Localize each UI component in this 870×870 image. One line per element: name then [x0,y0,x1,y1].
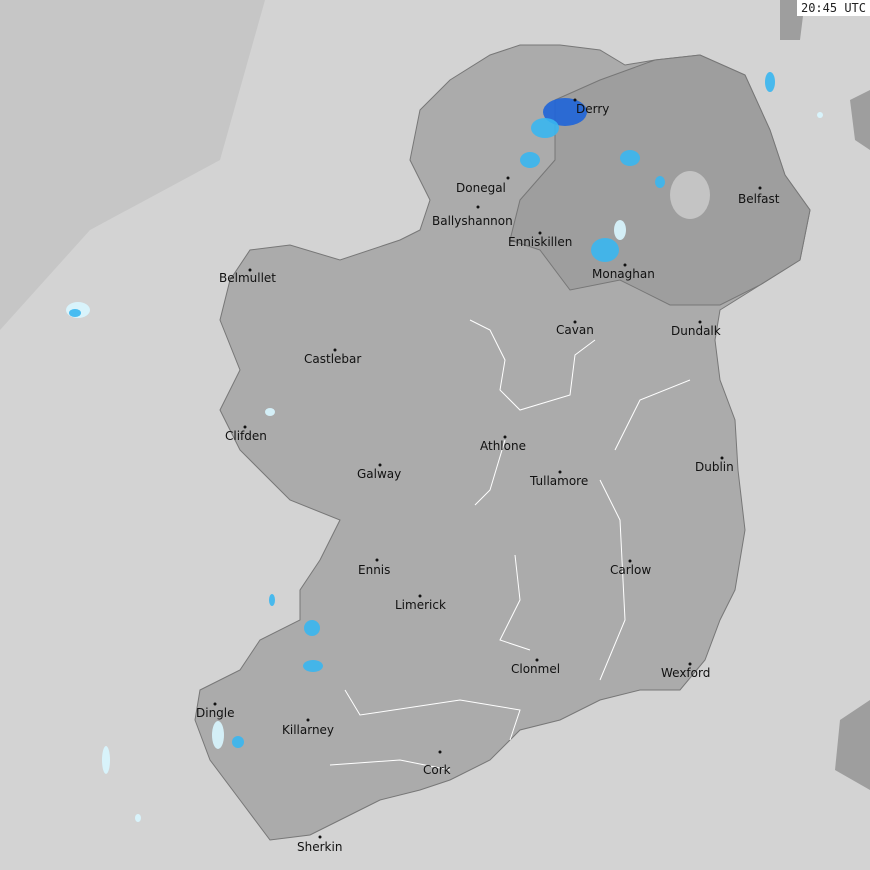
wales-landmass [835,700,870,790]
city-dot [573,320,577,324]
city-dot [418,594,422,598]
city-dot [628,559,632,563]
city-dot [688,662,692,666]
city-dot [333,348,337,352]
city-dot [476,205,480,209]
rain-cell [303,660,323,672]
rain-cell [520,152,540,168]
city-dot [558,470,562,474]
city-label: Dublin [695,460,734,474]
city-label: Cavan [556,323,594,337]
city-label: Carlow [610,563,651,577]
city-label: Monaghan [592,267,655,281]
city-dot [623,263,627,267]
city-label: Killarney [282,723,334,737]
city-dot [503,435,507,439]
city-dot [378,463,382,467]
outer-sea-region [0,0,265,330]
city-label: Castlebar [304,352,361,366]
city-label: Donegal [456,181,506,195]
city-label: Athlone [480,439,526,453]
scotland-landmass [780,0,870,150]
city-dot [758,186,762,190]
city-dot [438,750,442,754]
city-label: Derry [576,102,609,116]
rain-cell [591,238,619,262]
rain-cell [212,721,224,749]
city-label: Belmullet [219,271,276,285]
rain-cell [265,408,275,416]
city-label: Limerick [395,598,446,612]
rain-cell [102,746,110,774]
city-labels: Derry Donegal Ballyshannon Enniskillen Monag… [196,98,780,854]
city-label: Galway [357,467,401,481]
city-label: Clonmel [511,662,560,676]
rain-cell [765,72,775,92]
city-label: Belfast [738,192,780,206]
city-dot [573,98,577,102]
rain-echoes [66,72,823,822]
city-label: Clifden [225,429,267,443]
rain-cell [817,112,823,118]
city-dot [535,658,539,662]
city-label: Dingle [196,706,235,720]
city-dot [720,456,724,460]
city-dot [213,702,217,706]
city-dot [506,176,510,180]
rain-cell [269,594,275,606]
rain-cell [531,118,559,138]
city-dot [538,231,542,235]
rain-cell [614,220,626,240]
city-label: Wexford [661,666,710,680]
city-label: Ennis [358,563,390,577]
rain-cell [304,620,320,636]
city-dot [375,558,379,562]
rain-cell [135,814,141,822]
rain-cell [69,309,81,317]
city-label: Sherkin [297,840,342,854]
city-label: Dundalk [671,324,721,338]
city-dot [698,320,702,324]
lough-neagh [670,171,710,219]
city-label: Cork [423,763,451,777]
rivers [329,319,691,771]
city-label: Enniskillen [508,235,572,249]
rain-cell [543,98,587,126]
rain-cell [655,176,665,188]
city-dot [306,718,310,722]
timestamp-label: 20:45 UTC [796,0,870,16]
rain-cell [232,736,244,748]
city-label: Tullamore [529,474,588,488]
city-dot [243,425,247,429]
city-label: Ballyshannon [432,214,513,228]
city-dot [248,268,252,272]
rain-cell [620,150,640,166]
city-dot [318,835,322,839]
